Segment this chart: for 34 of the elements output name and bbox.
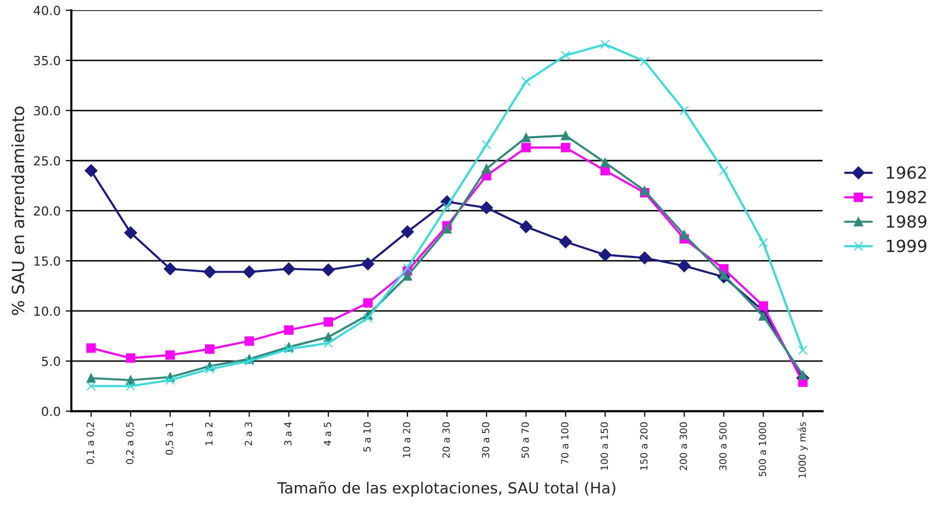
x-tick-label: 1000 y más: [798, 422, 808, 478]
y-tick-label: 20.0: [34, 206, 60, 216]
legend-label: 1989: [886, 215, 926, 228]
x-tick-label: 5 a 10: [363, 422, 371, 452]
y-tick-label: 40.0: [34, 6, 60, 16]
x-axis-title: Tamaño de las explotaciones, SAU total (Ha): [277, 482, 616, 497]
x-tick-label: 10 a 20: [402, 422, 410, 458]
legend-label: 1962: [886, 166, 926, 179]
x-tick-label: 100 a 150: [600, 422, 608, 470]
legend-label: 1999: [886, 240, 926, 252]
x-tick-label: 0,2 a 0,5: [126, 422, 134, 464]
y-tick-label: 5.0: [42, 356, 60, 366]
y-tick-label: 10.0: [34, 306, 60, 316]
x-tick-label: 0,1 a 0,2: [86, 422, 95, 464]
x-tick-label: 1 a 2: [205, 422, 213, 446]
x-tick-label: 200 a 300: [680, 422, 688, 470]
y-tick-label: 30.0: [34, 106, 60, 116]
y-tick-label: 15.0: [34, 256, 60, 266]
y-tick-label: 35.0: [34, 56, 60, 66]
x-tick-label: 2 a 3: [244, 422, 252, 446]
x-tick-label: 3 a 4: [284, 422, 292, 446]
x-tick-label: 4 a 5: [324, 422, 332, 446]
x-tick-label: 50 a 70: [522, 422, 529, 458]
x-tick-label: 500 a 1000: [758, 422, 766, 476]
x-tick-label: 70 a 100: [561, 422, 568, 464]
x-tick-label: 20 a 30: [442, 422, 450, 458]
x-tick-label: 150 a 200: [640, 422, 648, 470]
x-tick-label: 30 a 50: [482, 422, 490, 458]
y-tick-label: 25.0: [34, 156, 60, 166]
legend-label: 1982: [886, 190, 926, 204]
y-axis-title: % SAU en arrendamiento: [11, 106, 24, 315]
y-tick-label: 0.0: [42, 406, 60, 416]
x-tick-label: 0,5 a 1: [166, 422, 174, 455]
x-tick-label: 300 a 500: [719, 422, 727, 470]
